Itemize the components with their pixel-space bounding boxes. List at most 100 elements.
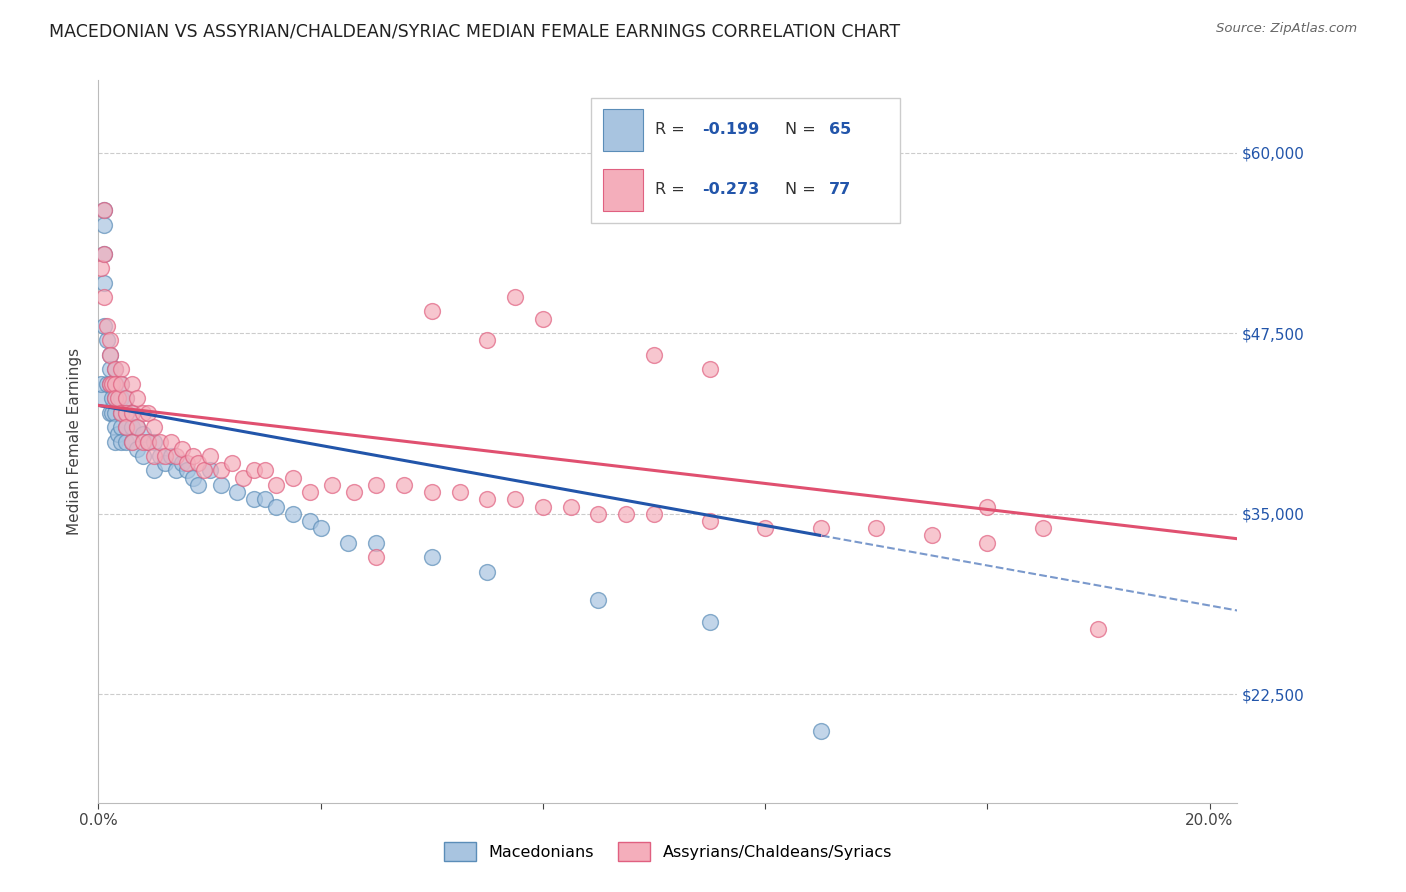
Point	[143, 449, 166, 463]
Point	[127, 391, 149, 405]
Point	[138, 434, 160, 449]
Point	[298, 485, 321, 500]
Point	[170, 456, 193, 470]
Point	[754, 521, 776, 535]
Text: R =: R =	[655, 122, 690, 137]
Point	[93, 203, 115, 218]
Point	[115, 406, 138, 420]
Point	[93, 218, 115, 232]
Point	[101, 391, 124, 405]
Point	[243, 463, 266, 477]
Point	[110, 376, 132, 391]
Point	[366, 478, 388, 492]
Point	[121, 420, 143, 434]
Point	[110, 376, 132, 391]
Point	[449, 485, 471, 500]
Point	[209, 478, 232, 492]
Point	[107, 391, 129, 405]
Point	[104, 420, 127, 434]
Point	[104, 391, 127, 405]
Text: R =: R =	[655, 182, 690, 197]
Point	[198, 449, 221, 463]
Point	[115, 391, 138, 405]
Point	[477, 492, 499, 507]
Point	[110, 391, 132, 405]
Point	[503, 492, 526, 507]
Point	[181, 449, 204, 463]
Point	[699, 615, 721, 630]
Point	[810, 723, 832, 738]
Point	[138, 434, 160, 449]
Point	[127, 420, 149, 434]
Point	[104, 376, 127, 391]
Point	[104, 406, 127, 420]
Point	[193, 463, 215, 477]
Point	[98, 334, 121, 348]
Point	[121, 406, 143, 420]
Point	[93, 246, 115, 260]
Point	[254, 492, 277, 507]
Text: -0.199: -0.199	[702, 122, 759, 137]
Point	[309, 521, 332, 535]
Point	[104, 391, 127, 405]
Point	[90, 391, 112, 405]
Point	[115, 434, 138, 449]
Point	[170, 442, 193, 456]
Point	[176, 456, 198, 470]
Point	[503, 290, 526, 304]
Point	[110, 406, 132, 420]
Point	[101, 406, 124, 420]
Point	[209, 463, 232, 477]
FancyBboxPatch shape	[603, 169, 643, 211]
Point	[143, 463, 166, 477]
Point	[98, 406, 121, 420]
Point	[477, 565, 499, 579]
FancyBboxPatch shape	[603, 110, 643, 151]
Point	[115, 420, 138, 434]
Point	[699, 362, 721, 376]
Point	[420, 485, 443, 500]
Point	[101, 376, 124, 391]
Point	[165, 449, 187, 463]
Point	[366, 535, 388, 549]
Point	[643, 507, 665, 521]
Point	[143, 420, 166, 434]
Point	[98, 362, 121, 376]
Point	[264, 500, 287, 514]
Point	[93, 318, 115, 333]
Text: N =: N =	[786, 122, 821, 137]
Point	[96, 318, 118, 333]
Point	[221, 456, 243, 470]
Point	[138, 406, 160, 420]
Point	[107, 427, 129, 442]
Point	[243, 492, 266, 507]
Point	[699, 514, 721, 528]
Point	[159, 449, 181, 463]
Point	[810, 521, 832, 535]
Point	[281, 507, 304, 521]
Point	[187, 456, 209, 470]
Point	[127, 442, 149, 456]
Point	[181, 471, 204, 485]
Point	[93, 203, 115, 218]
Point	[115, 420, 138, 434]
Point	[104, 362, 127, 376]
Text: 77: 77	[828, 182, 851, 197]
Point	[153, 449, 176, 463]
Point	[298, 514, 321, 528]
Point	[366, 550, 388, 565]
Point	[865, 521, 887, 535]
Point	[187, 478, 209, 492]
Point	[531, 311, 554, 326]
Point	[104, 376, 127, 391]
Point	[392, 478, 415, 492]
Point	[321, 478, 343, 492]
Point	[96, 376, 118, 391]
Point	[104, 362, 127, 376]
Point	[132, 434, 155, 449]
Point	[343, 485, 366, 500]
FancyBboxPatch shape	[591, 98, 900, 223]
Point	[264, 478, 287, 492]
Text: 65: 65	[828, 122, 851, 137]
Point	[1032, 521, 1054, 535]
